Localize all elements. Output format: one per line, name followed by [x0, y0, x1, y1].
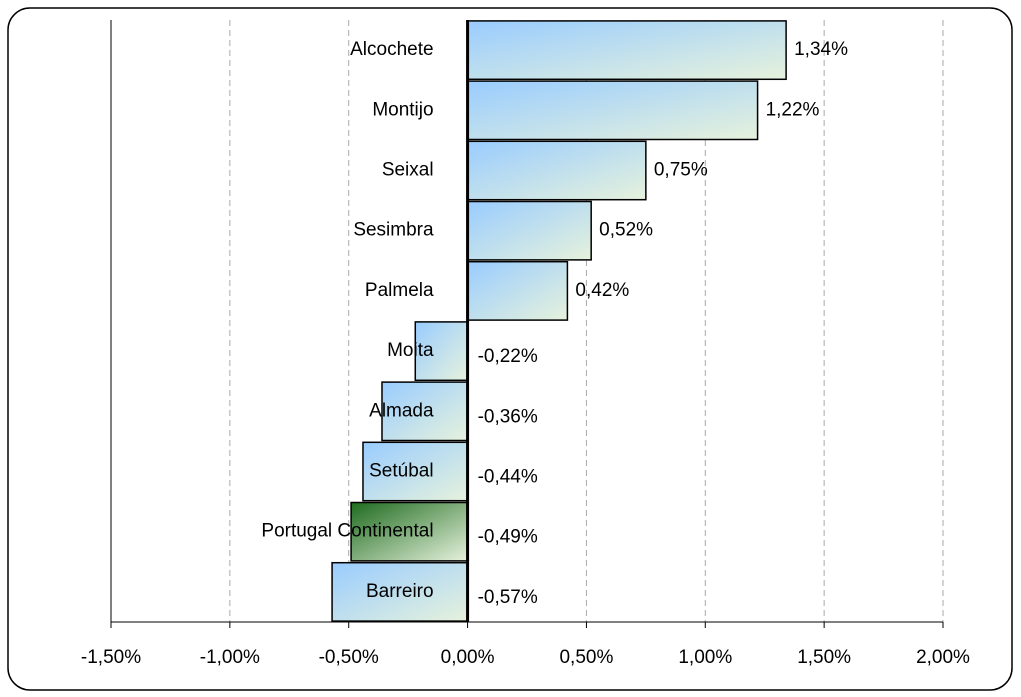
value-label: -0,36% [478, 406, 538, 427]
x-tick-label: -1,00% [200, 647, 260, 668]
chart-frame [7, 7, 1013, 691]
category-label: Palmela [365, 280, 434, 301]
category-label: Seixal [382, 160, 434, 181]
value-label: -0,44% [478, 467, 538, 488]
category-label: Alcochete [350, 39, 433, 60]
bar [466, 20, 787, 81]
x-tick-label: -0,50% [319, 647, 379, 668]
value-label: 0,42% [575, 280, 629, 301]
bar [466, 260, 569, 321]
x-tick-label: 1,00% [678, 647, 732, 668]
bar [331, 561, 469, 622]
category-label: Setúbal [369, 461, 433, 482]
value-label: -0,49% [478, 527, 538, 548]
category-label: Portugal Continental [261, 521, 433, 542]
value-label: -0,57% [478, 587, 538, 608]
x-tick-label: 1,50% [797, 647, 851, 668]
category-label: Sesimbra [353, 220, 434, 241]
x-tick-label: 0,00% [441, 647, 495, 668]
x-tick-label: 2,00% [916, 647, 970, 668]
category-label: Barreiro [366, 581, 434, 602]
bar [350, 501, 469, 562]
value-label: 1,34% [794, 39, 848, 60]
bar [466, 200, 592, 261]
category-label: Montijo [372, 99, 433, 120]
value-label: 0,52% [599, 220, 653, 241]
bar [362, 441, 469, 502]
x-tick-label: 0,50% [559, 647, 613, 668]
bar [466, 80, 759, 141]
value-label: 0,75% [654, 160, 708, 181]
value-label: 1,22% [766, 99, 820, 120]
bar [414, 321, 469, 382]
category-label: Almada [369, 400, 434, 421]
bar [381, 381, 469, 442]
x-tick-label: -1,50% [81, 647, 141, 668]
category-label: Moita [387, 340, 434, 361]
bar [466, 140, 647, 201]
value-label: -0,22% [478, 346, 538, 367]
